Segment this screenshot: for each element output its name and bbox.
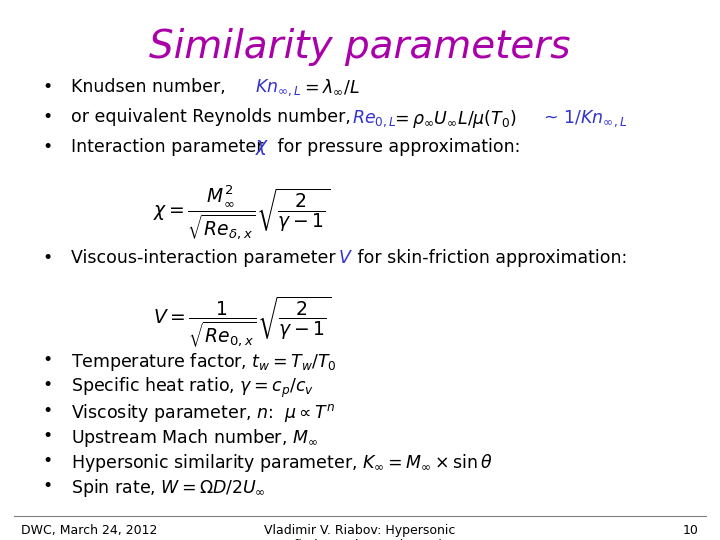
- Text: or equivalent Reynolds number,: or equivalent Reynolds number,: [71, 108, 356, 126]
- Text: Vladimir V. Riabov: Hypersonic
Rarefied Aerothermodynamics: Vladimir V. Riabov: Hypersonic Rarefied …: [264, 524, 456, 540]
- Text: 10: 10: [683, 524, 698, 537]
- Text: $= \lambda_\infty/L$: $= \lambda_\infty/L$: [301, 78, 360, 97]
- Text: Specific heat ratio, $\gamma = c_p/c_v$: Specific heat ratio, $\gamma = c_p/c_v$: [71, 376, 314, 401]
- Text: Viscosity parameter, $n$:  $\mu \propto T^n$: Viscosity parameter, $n$: $\mu \propto T…: [71, 402, 335, 423]
- Text: for pressure approximation:: for pressure approximation:: [271, 138, 520, 156]
- Text: Interaction parameter: Interaction parameter: [71, 138, 269, 156]
- Text: •: •: [42, 402, 53, 420]
- Text: •: •: [42, 477, 53, 495]
- Text: •: •: [42, 452, 53, 470]
- Text: $V = \dfrac{1}{\sqrt{Re_{0,x}}}\sqrt{\dfrac{2}{\gamma - 1}}$: $V = \dfrac{1}{\sqrt{Re_{0,x}}}\sqrt{\df…: [153, 294, 331, 348]
- Text: DWC, March 24, 2012: DWC, March 24, 2012: [22, 524, 158, 537]
- Text: •: •: [42, 108, 53, 126]
- Text: $Re_{0,L}$: $Re_{0,L}$: [351, 108, 397, 129]
- Text: $= \rho_\infty U_\infty L/\mu(T_0)$: $= \rho_\infty U_\infty L/\mu(T_0)$: [391, 108, 517, 130]
- Text: Upstream Mach number, $M_\infty$: Upstream Mach number, $M_\infty$: [71, 427, 318, 449]
- Text: Viscous-interaction parameter: Viscous-interaction parameter: [71, 249, 341, 267]
- Text: ~ 1/$Kn_{\infty,L}$: ~ 1/$Kn_{\infty,L}$: [539, 108, 628, 129]
- Text: •: •: [42, 138, 53, 156]
- Text: Similarity parameters: Similarity parameters: [149, 28, 571, 66]
- Text: $\chi$: $\chi$: [255, 138, 269, 157]
- Text: Knudsen number,: Knudsen number,: [71, 78, 231, 96]
- Text: •: •: [42, 376, 53, 394]
- Text: Spin rate, $W = \Omega D / 2U_\infty$: Spin rate, $W = \Omega D / 2U_\infty$: [71, 477, 266, 500]
- Text: $\chi = \dfrac{M_\infty^2}{\sqrt{Re_{\delta,x}}}\sqrt{\dfrac{2}{\gamma - 1}}$: $\chi = \dfrac{M_\infty^2}{\sqrt{Re_{\de…: [153, 183, 330, 242]
- Text: •: •: [42, 351, 53, 369]
- Text: •: •: [42, 427, 53, 445]
- Text: $V$: $V$: [338, 249, 353, 267]
- Text: •: •: [42, 249, 53, 267]
- Text: Hypersonic similarity parameter, $K_\infty = M_\infty \times \sin\theta$: Hypersonic similarity parameter, $K_\inf…: [71, 452, 492, 474]
- Text: Temperature factor, $t_w = T_w/T_0$: Temperature factor, $t_w = T_w/T_0$: [71, 351, 337, 373]
- Text: •: •: [42, 78, 53, 96]
- Text: for skin-friction approximation:: for skin-friction approximation:: [351, 249, 627, 267]
- Text: $Kn_{\infty,L}$: $Kn_{\infty,L}$: [255, 78, 302, 98]
